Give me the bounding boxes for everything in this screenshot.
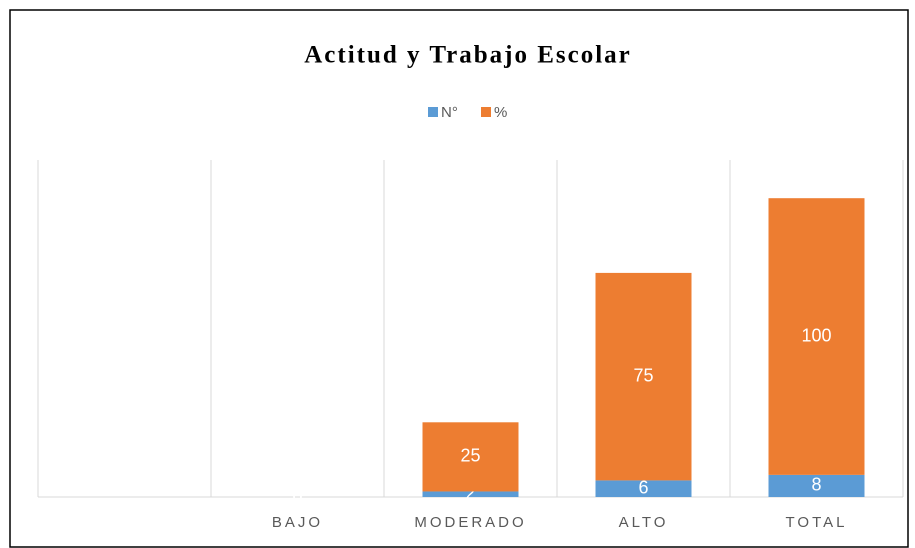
data-label: 0 (292, 486, 302, 506)
bar-segment (595, 272, 692, 481)
data-label: 100 (801, 325, 831, 345)
x-tick-label: BAJO (272, 514, 323, 531)
bar-segment (768, 198, 865, 475)
chart-title: Actitud y Trabajo Escolar (304, 42, 632, 69)
data-label: 75 (633, 365, 653, 385)
bar-segment (422, 491, 519, 497)
legend-swatch (481, 107, 491, 117)
data-label: 8 (811, 475, 821, 495)
data-label: 2 (465, 483, 475, 503)
legend-label: % (494, 104, 507, 121)
legend-label: N° (441, 104, 458, 121)
data-label: 0 (292, 486, 302, 506)
x-tick-label: TOTAL (786, 514, 848, 531)
bar-segment (595, 480, 692, 497)
x-tick-label: MODERADO (414, 514, 526, 531)
bar-segment (422, 422, 519, 492)
legend-swatch (428, 107, 438, 117)
data-label: 25 (460, 446, 480, 466)
data-label: 6 (638, 477, 648, 497)
x-tick-label: ALTO (619, 514, 669, 531)
bar-segment (768, 474, 865, 497)
